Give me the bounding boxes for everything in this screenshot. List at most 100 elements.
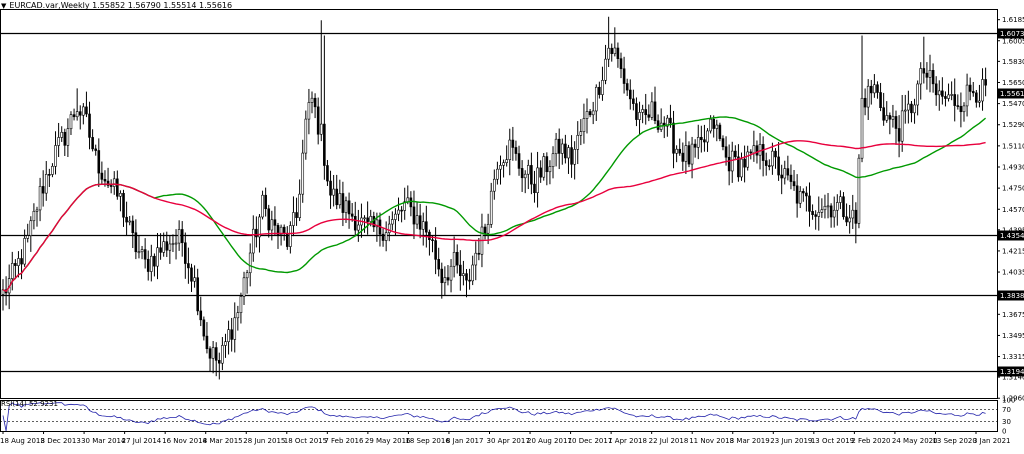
dropdown-arrow-icon[interactable]: ▼ xyxy=(1,2,7,10)
candle-body xyxy=(100,172,104,180)
candle-body xyxy=(357,224,360,231)
candle-body xyxy=(248,252,252,274)
candle-body xyxy=(709,118,712,132)
symbol-label: EURCAD.var,Weekly xyxy=(9,1,90,10)
candle-body xyxy=(950,94,953,96)
candle-body xyxy=(63,131,67,146)
candle-body xyxy=(903,109,907,112)
candle-body xyxy=(808,195,811,212)
candle-body xyxy=(75,111,79,118)
candle-body xyxy=(125,216,128,223)
candle-body xyxy=(786,168,790,176)
candle-body xyxy=(323,123,326,166)
candle-body xyxy=(514,147,518,154)
candle-body xyxy=(564,143,567,159)
candle-body xyxy=(60,131,64,138)
candle-body xyxy=(474,252,478,266)
candle-body xyxy=(428,231,431,241)
candle-body xyxy=(245,272,249,279)
candle-body xyxy=(38,186,42,211)
candle-body xyxy=(211,347,215,359)
candle-body xyxy=(69,114,73,130)
candle-body xyxy=(968,84,972,92)
candle-body xyxy=(598,86,601,95)
candle-body xyxy=(530,165,533,185)
candle-body xyxy=(156,247,159,267)
time-tick-label: 28 Jun 2015 xyxy=(243,437,285,445)
candle-body xyxy=(400,209,403,212)
candle-body xyxy=(412,206,416,225)
candle-body xyxy=(267,208,271,231)
candle-body xyxy=(900,110,904,142)
price-tick-label: 1.47500 xyxy=(1002,185,1024,193)
time-tick-label: 16 Nov 2014 xyxy=(162,437,207,445)
candle-body xyxy=(276,225,280,236)
candle-body xyxy=(696,136,700,148)
candle-body xyxy=(749,151,753,154)
candle-body xyxy=(261,194,264,218)
candle-body xyxy=(771,150,774,167)
candle-body xyxy=(292,212,295,226)
candle-body xyxy=(397,209,400,215)
candle-body xyxy=(925,72,929,78)
candle-body xyxy=(44,174,48,194)
candle-body xyxy=(168,243,172,251)
candle-body xyxy=(369,216,373,222)
candle-body xyxy=(486,224,490,234)
candle-body xyxy=(353,216,357,231)
time-tick-label: 2 Feb 2020 xyxy=(851,437,890,445)
candle-body xyxy=(551,153,555,168)
candle-body xyxy=(310,97,314,103)
candle-body xyxy=(72,114,76,118)
time-tick-label: 22 Jul 2018 xyxy=(649,437,689,445)
candle-body xyxy=(418,215,422,230)
candle-body xyxy=(755,145,759,156)
candle-body xyxy=(854,209,858,224)
time-tick-label: 10 Dec 2017 xyxy=(568,437,613,445)
candle-body xyxy=(585,111,589,119)
candle-body xyxy=(610,47,614,54)
candle-body xyxy=(866,85,870,108)
candle-body xyxy=(214,347,218,361)
candle-body xyxy=(131,220,135,234)
candle-body xyxy=(409,197,413,208)
candle-body xyxy=(375,219,379,228)
candle-body xyxy=(295,212,298,218)
candle-body xyxy=(882,107,885,121)
candle-body xyxy=(715,124,719,129)
candle-body xyxy=(224,341,227,346)
candle-body xyxy=(218,360,221,364)
candle-body xyxy=(931,70,935,85)
candle-body xyxy=(434,240,437,260)
candle-body xyxy=(579,131,583,136)
candle-body xyxy=(446,277,450,281)
candle-body xyxy=(440,268,444,284)
candle-body xyxy=(857,157,861,224)
level-label-bg xyxy=(998,230,1024,241)
candle-body xyxy=(10,263,14,279)
candle-body xyxy=(888,115,892,120)
candle-body xyxy=(622,68,626,84)
candle-body xyxy=(798,191,802,204)
candle-body xyxy=(187,263,190,269)
candle-body xyxy=(449,265,453,281)
candle-body xyxy=(601,80,604,95)
price-tick-label: 1.29600 xyxy=(1002,395,1024,403)
candle-body xyxy=(230,329,233,340)
candle-body xyxy=(777,156,780,176)
candle-body xyxy=(394,213,397,220)
candle-body xyxy=(863,97,867,108)
candle-body xyxy=(687,145,691,165)
candle-body xyxy=(57,137,60,146)
level-label: 1.43540 xyxy=(1000,232,1024,240)
candle-body xyxy=(956,105,960,107)
candle-body xyxy=(576,134,580,150)
candle-body xyxy=(258,216,261,238)
candle-body xyxy=(505,159,508,163)
candle-body xyxy=(712,118,716,129)
candle-body xyxy=(134,232,138,253)
